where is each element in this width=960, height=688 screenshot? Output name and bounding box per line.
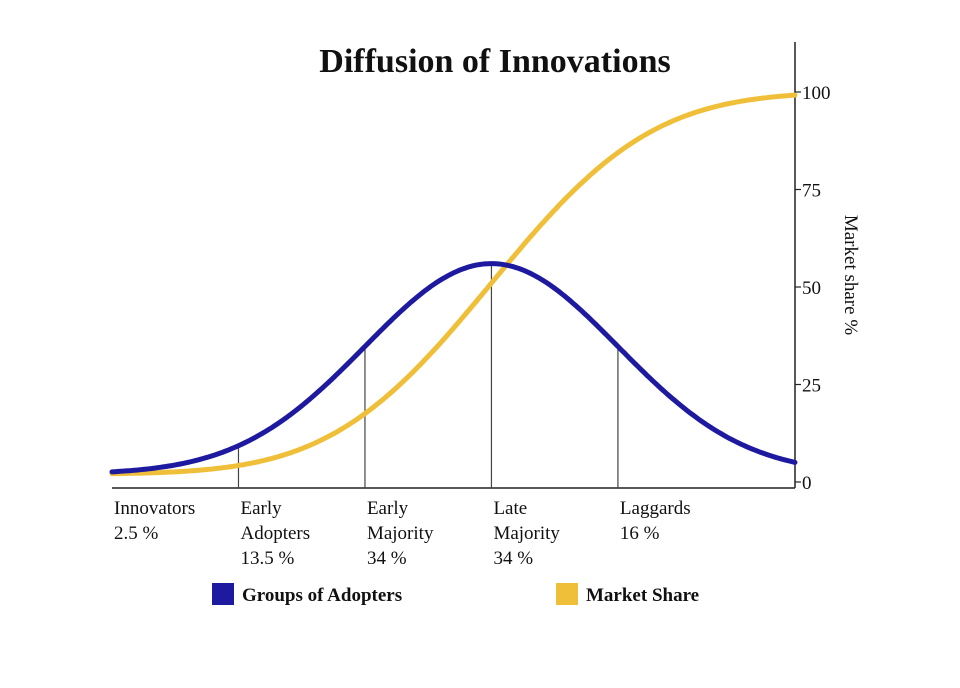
legend-label-market-share: Market Share [586, 585, 699, 606]
y-tick-label: 25 [802, 376, 821, 397]
legend-swatch-groups-of-adopters [212, 583, 234, 605]
y-tick-label: 75 [802, 181, 821, 202]
y-ticks: 0 25 50 75 100 [795, 83, 831, 494]
segment-label: Late Majority 34 % [493, 498, 560, 569]
legend-label-groups-of-adopters: Groups of Adopters [242, 585, 402, 606]
y-axis-title: Market share % [840, 215, 861, 335]
segment-label: Early Majority 34 % [367, 498, 434, 569]
segment-labels: Innovators 2.5 % Early Adopters 13.5 % Early M… [114, 498, 691, 569]
y-tick-label: 0 [802, 473, 812, 494]
legend-swatch-market-share [556, 583, 578, 605]
chart-title: Diffusion of Innovations [319, 43, 670, 80]
y-tick-label: 50 [802, 278, 821, 299]
segment-label: Innovators 2.5 % [114, 498, 195, 544]
legend: Groups of Adopters Market Share [212, 583, 699, 606]
axes [112, 42, 796, 489]
segment-boundaries [237, 263, 619, 488]
series-line-market-share [109, 92, 798, 477]
y-tick-label: 100 [802, 83, 831, 104]
segment-label: Early Adopters 13.5 % [240, 498, 310, 569]
series-line-groups-of-adopters [109, 261, 798, 475]
segment-label: Laggards 16 % [620, 498, 691, 544]
